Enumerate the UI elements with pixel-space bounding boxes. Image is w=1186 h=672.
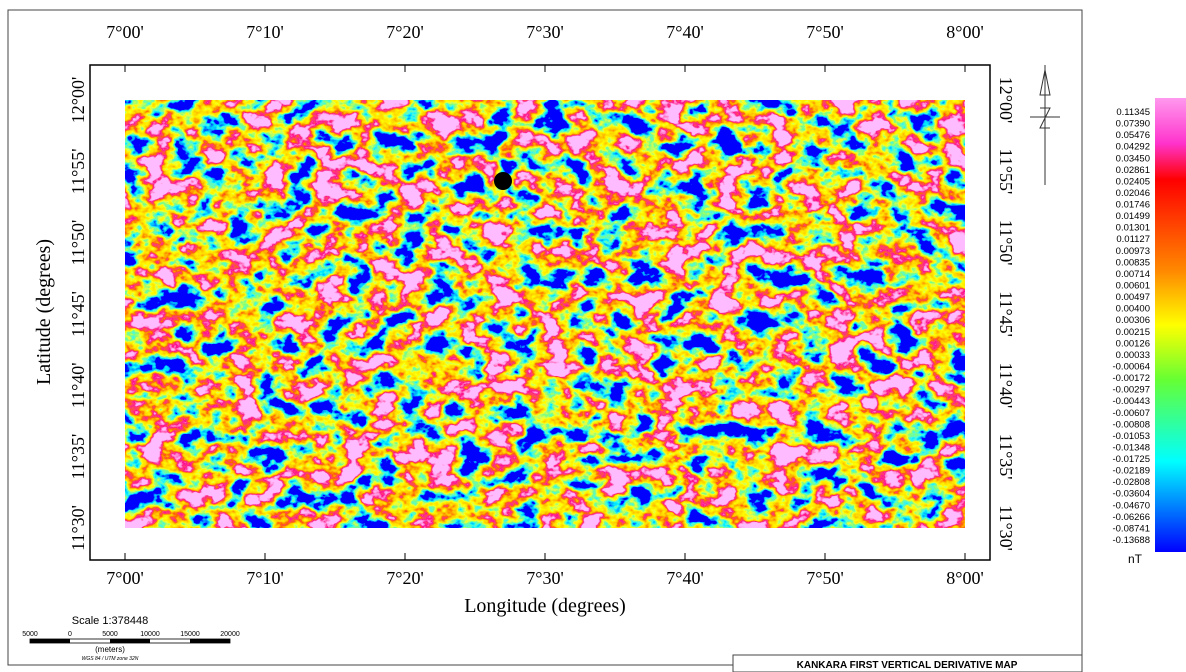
right-tick-label: 11°40' bbox=[996, 362, 1016, 408]
left-tick-label: 11°50' bbox=[68, 220, 88, 266]
top-tick-label: 7°30' bbox=[526, 22, 563, 42]
right-tick-label: 11°45' bbox=[996, 291, 1016, 337]
left-tick-label: 11°55' bbox=[68, 148, 88, 194]
left-tick-label: 11°40' bbox=[68, 362, 88, 408]
legend-value: 0.00215 bbox=[1116, 327, 1150, 338]
legend-value: -0.03604 bbox=[1112, 489, 1150, 500]
bottom-tick-label: 7°50' bbox=[806, 568, 843, 588]
scale-unit: (meters) bbox=[95, 645, 125, 654]
top-tick-label: 7°00' bbox=[106, 22, 143, 42]
map-raster bbox=[125, 100, 965, 528]
left-tick-label: 11°35' bbox=[68, 434, 88, 480]
legend-value: 0.00835 bbox=[1116, 257, 1150, 268]
legend-value: 0.02861 bbox=[1116, 165, 1150, 176]
legend-value: 0.01127 bbox=[1116, 234, 1150, 245]
legend-value: -0.02808 bbox=[1112, 477, 1150, 488]
legend-value: 0.00126 bbox=[1116, 338, 1150, 349]
right-tick-label: 11°55' bbox=[996, 148, 1016, 194]
legend-value: 0.00601 bbox=[1116, 281, 1150, 292]
top-tick-label: 7°20' bbox=[386, 22, 423, 42]
legend-value: 0.00033 bbox=[1116, 350, 1150, 361]
bottom-tick-label: 7°00' bbox=[106, 568, 143, 588]
left-tick-label: 11°30' bbox=[68, 505, 88, 551]
legend-value: 0.00400 bbox=[1116, 304, 1150, 315]
scale-label: 5000 bbox=[102, 631, 118, 638]
scale-label: 0 bbox=[68, 631, 72, 638]
map-page: Longitude (degrees) Latitude (degrees) n… bbox=[0, 0, 1186, 672]
bottom-tick-label: 7°40' bbox=[666, 568, 703, 588]
legend-value: -0.00064 bbox=[1112, 361, 1150, 372]
y-axis-label: Latitude (degrees) bbox=[33, 239, 55, 385]
legend-value: -0.01348 bbox=[1112, 442, 1150, 453]
x-axis-label: Longitude (degrees) bbox=[464, 595, 626, 617]
top-tick-label: 7°50' bbox=[806, 22, 843, 42]
legend-value: -0.04670 bbox=[1112, 500, 1150, 511]
bottom-tick-label: 7°10' bbox=[246, 568, 283, 588]
bottom-tick-label: 8°00' bbox=[946, 568, 983, 588]
legend-value: -0.00297 bbox=[1112, 385, 1150, 396]
bottom-tick-label: 7°20' bbox=[386, 568, 423, 588]
legend-value: 0.02046 bbox=[1116, 188, 1150, 199]
legend-value: -0.08741 bbox=[1112, 523, 1150, 534]
legend-value: 0.05476 bbox=[1116, 130, 1150, 141]
right-tick-label: 11°50' bbox=[996, 220, 1016, 266]
legend-value: -0.00443 bbox=[1112, 396, 1150, 407]
scale-bar bbox=[30, 639, 230, 643]
legend-value: -0.00172 bbox=[1112, 373, 1150, 384]
legend-colorbar bbox=[1155, 98, 1186, 552]
north-arrow bbox=[1030, 65, 1060, 185]
scale-label: 15000 bbox=[180, 631, 200, 638]
top-tick-label: 7°10' bbox=[246, 22, 283, 42]
legend-value: 0.00306 bbox=[1116, 315, 1150, 326]
legend-value: -0.02189 bbox=[1112, 466, 1150, 477]
legend-value: -0.00607 bbox=[1112, 408, 1150, 419]
legend-value: 0.01499 bbox=[1116, 211, 1150, 222]
legend-value: -0.01725 bbox=[1112, 454, 1150, 465]
scale-label: 5000 bbox=[22, 631, 38, 638]
legend-value: 0.11345 bbox=[1116, 107, 1150, 118]
scale-label: 20000 bbox=[220, 631, 240, 638]
left-tick-label: 11°45' bbox=[68, 291, 88, 337]
legend-value: 0.00973 bbox=[1116, 246, 1150, 257]
scale-title: Scale 1:378448 bbox=[72, 615, 148, 627]
legend-value: 0.01301 bbox=[1116, 223, 1150, 234]
scale-projection: WGS 84 / UTM zone 32N bbox=[82, 656, 139, 662]
legend-value: 0.00714 bbox=[1116, 269, 1150, 280]
right-tick-label: 11°30' bbox=[996, 505, 1016, 551]
bottom-tick-label: 7°30' bbox=[526, 568, 563, 588]
top-tick-label: 8°00' bbox=[946, 22, 983, 42]
scale-label: 10000 bbox=[140, 631, 160, 638]
legend-value: -0.00808 bbox=[1112, 419, 1150, 430]
top-tick-label: 7°40' bbox=[666, 22, 703, 42]
legend-value: 0.07390 bbox=[1116, 119, 1150, 130]
right-tick-label: 12°00' bbox=[996, 77, 1016, 123]
legend-value: -0.06266 bbox=[1112, 512, 1150, 523]
legend-value: 0.03450 bbox=[1116, 153, 1150, 164]
legend-unit: nT bbox=[1128, 552, 1143, 566]
legend-value: -0.13688 bbox=[1112, 535, 1150, 546]
legend-value: 0.04292 bbox=[1116, 142, 1150, 153]
map-title: KANKARA FIRST VERTICAL DERIVATIVE MAP bbox=[797, 660, 1018, 671]
legend-value: 0.01746 bbox=[1116, 200, 1150, 211]
legend-value: -0.01053 bbox=[1112, 431, 1150, 442]
legend-value: 0.00497 bbox=[1116, 292, 1150, 303]
left-tick-label: 12°00' bbox=[68, 77, 88, 123]
location-marker bbox=[494, 172, 512, 190]
legend-value: 0.02405 bbox=[1116, 176, 1150, 187]
right-tick-label: 11°35' bbox=[996, 434, 1016, 480]
